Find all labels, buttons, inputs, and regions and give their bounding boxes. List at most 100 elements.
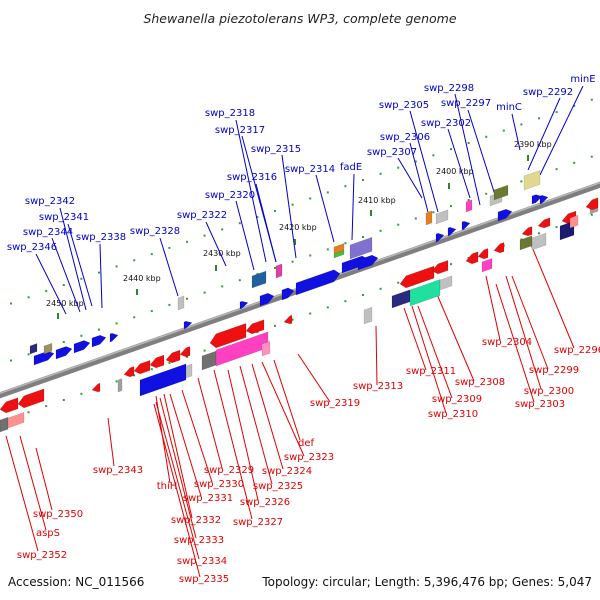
- gene-block: [117, 378, 123, 393]
- leader-line: [527, 97, 561, 171]
- leader-line: [205, 221, 227, 267]
- grid-dot: [573, 104, 576, 107]
- grid-dot: [238, 279, 241, 282]
- grid-dot: [414, 160, 417, 163]
- grid-dot: [379, 229, 382, 232]
- gene-label: minE: [570, 74, 595, 85]
- grid-dot: [520, 180, 523, 183]
- grid-dot: [10, 302, 12, 305]
- grid-dot: [379, 287, 382, 290]
- leader-line: [51, 237, 81, 313]
- grid-dot: [344, 185, 347, 188]
- grid-dot: [10, 359, 12, 362]
- gene-block: [275, 263, 283, 279]
- gene-arrow: [465, 251, 479, 265]
- grid-dot: [590, 213, 593, 216]
- grid-dot: [326, 306, 329, 309]
- grid-dot: [203, 349, 206, 352]
- gene-arrow: [497, 208, 513, 222]
- gene-arrow: [179, 346, 191, 358]
- grid-dot: [467, 142, 470, 144]
- gene-label: swp_2330: [194, 479, 244, 490]
- tick-label: 2440 kbp: [123, 274, 161, 283]
- grid-dot: [274, 266, 276, 269]
- leader-line: [435, 291, 475, 382]
- gene-label: swp_2346: [7, 242, 57, 253]
- gene-block: [349, 236, 373, 260]
- grid-dot: [238, 222, 241, 225]
- leader-line: [35, 253, 67, 315]
- leader-line: [159, 237, 179, 297]
- leader-line: [67, 223, 93, 307]
- leader-line: [255, 183, 277, 263]
- grid-dot: [203, 234, 206, 237]
- gene-block: [251, 270, 267, 289]
- grid-dot: [168, 303, 171, 306]
- grid-dot: [467, 199, 470, 201]
- grid-dot: [362, 294, 364, 296]
- gene-arrow: [461, 221, 471, 231]
- leader-line: [159, 397, 197, 539]
- leader-line: [505, 275, 542, 390]
- grid-dot: [274, 209, 276, 212]
- grid-dot: [397, 223, 400, 226]
- gene-arrow: [477, 248, 489, 260]
- gene-arrow: [431, 260, 449, 275]
- gene-block: [29, 343, 38, 355]
- gene-label: def: [298, 438, 315, 449]
- gene-block: [523, 170, 541, 191]
- gene-arrow: [165, 349, 181, 364]
- gene-arrow: [283, 314, 293, 325]
- leader-line: [539, 85, 584, 176]
- gene-label: swp_2318: [205, 108, 255, 119]
- leader-line: [169, 393, 202, 497]
- leader-line: [409, 142, 429, 213]
- grid-dot: [80, 392, 83, 395]
- gene-label: swp_2334: [177, 556, 227, 567]
- leader-line: [239, 365, 273, 485]
- leader-line: [163, 393, 193, 519]
- tick-label: 2410 kbp: [358, 196, 396, 205]
- grid-dot: [80, 277, 83, 280]
- gene-arrow: [447, 227, 457, 237]
- grid-dot: [115, 380, 118, 383]
- gene-label: swp_2344: [23, 227, 73, 238]
- grid-dot: [450, 263, 452, 266]
- grid-dot: [221, 285, 224, 288]
- grid-dot: [62, 341, 65, 343]
- gene-block: [201, 350, 217, 371]
- grid-dot: [397, 281, 400, 284]
- gene-arrow: [521, 226, 533, 237]
- leader-line: [375, 325, 378, 386]
- gene-label: swp_2335: [179, 574, 229, 585]
- gene-label: swp_2310: [428, 409, 478, 420]
- gene-label: swp_2329: [204, 465, 254, 476]
- grid-dot: [115, 322, 118, 325]
- gene-block: [425, 210, 433, 226]
- gene-block: [177, 295, 185, 311]
- gene-arrow: [73, 340, 91, 354]
- gene-arrow: [183, 321, 193, 330]
- grid-dot: [379, 172, 382, 175]
- gene-label: swp_2311: [406, 366, 456, 377]
- gene-block: [465, 199, 473, 213]
- gene-arrow: [245, 319, 265, 335]
- grid-dot: [485, 135, 488, 138]
- gene-label: swp_2333: [174, 535, 224, 546]
- gene-arrow: [539, 195, 549, 205]
- leader-line: [411, 305, 447, 414]
- gene-label: swp_2300: [524, 386, 574, 397]
- gene-arrow: [585, 197, 599, 211]
- grid-dot: [309, 197, 312, 200]
- grid-dot: [555, 168, 558, 171]
- grid-dot: [186, 297, 188, 300]
- gene-label: swp_2299: [529, 365, 579, 376]
- gene-arrow: [537, 217, 551, 229]
- leader-line: [251, 363, 284, 470]
- leader-line: [59, 207, 87, 311]
- gene-block: [519, 235, 533, 251]
- leader-line: [213, 369, 253, 520]
- gene-features: [0, 170, 599, 433]
- grid-dot: [256, 331, 259, 334]
